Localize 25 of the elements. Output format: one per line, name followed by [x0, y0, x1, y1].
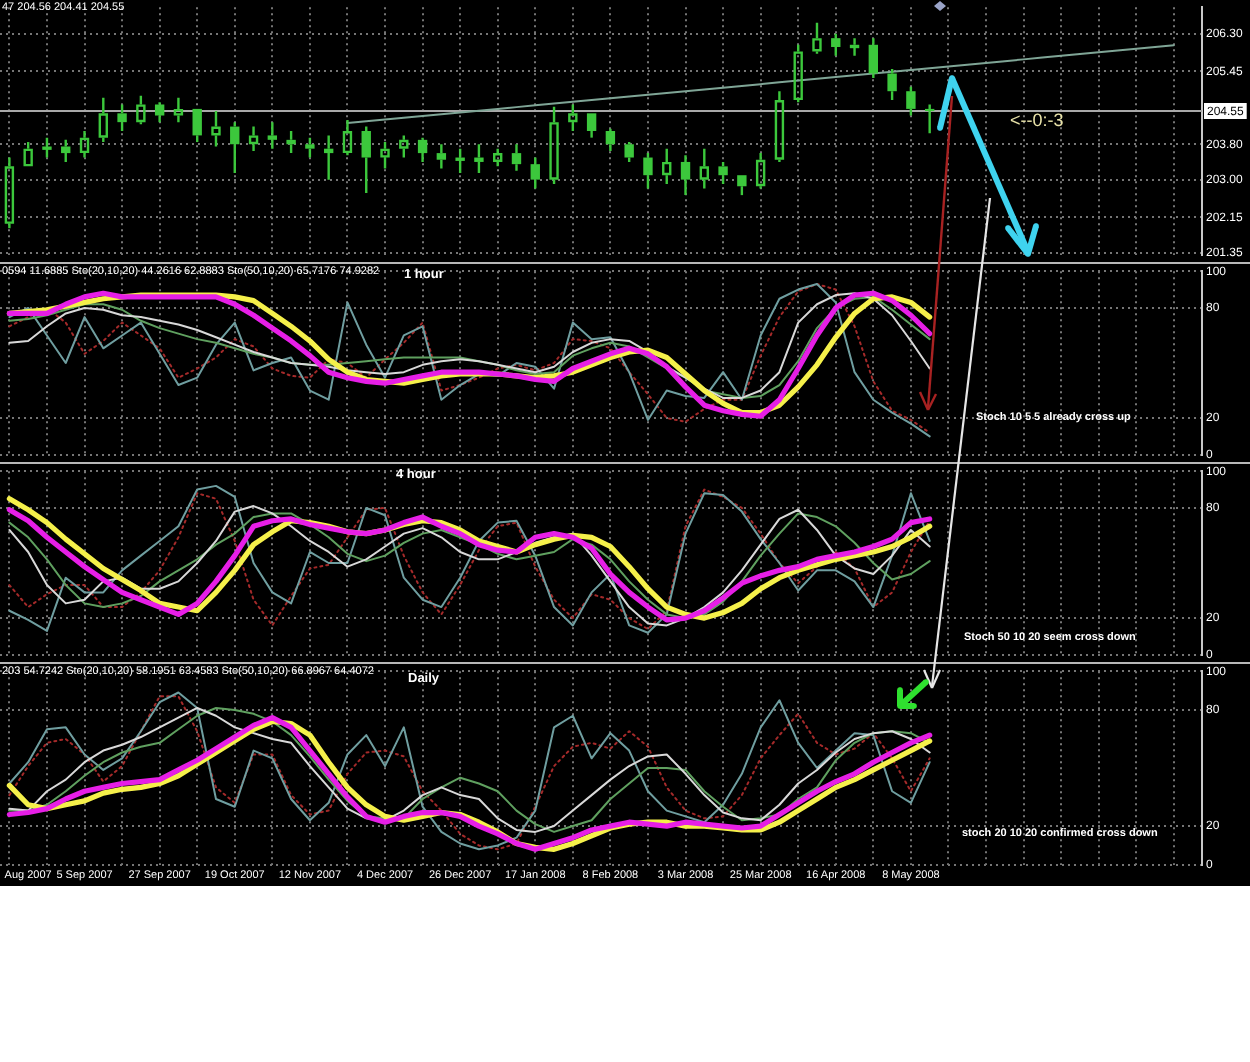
candlestick [605, 127, 616, 153]
annotation: <--0:-3 [1010, 110, 1064, 131]
candlestick [474, 143, 484, 175]
candlestick [98, 96, 108, 144]
candlestick [173, 96, 184, 124]
candlestick [417, 136, 428, 164]
candlestick [436, 143, 447, 170]
candlestick [549, 105, 559, 186]
candlestick [154, 101, 165, 124]
candlestick [680, 154, 691, 197]
candlestick [361, 125, 371, 195]
candlestick [699, 147, 709, 190]
candlestick [662, 147, 672, 186]
candlestick [248, 125, 259, 153]
candlestick [4, 156, 15, 230]
candlestick [211, 109, 221, 148]
candlestick [267, 120, 278, 150]
candlestick [79, 129, 90, 159]
candlestick [342, 118, 353, 157]
candlestick [230, 120, 240, 175]
candlestick [755, 151, 766, 190]
candlestick [868, 36, 879, 80]
candlestick [774, 90, 785, 164]
candlestick [511, 143, 522, 172]
candlestick [586, 113, 597, 139]
